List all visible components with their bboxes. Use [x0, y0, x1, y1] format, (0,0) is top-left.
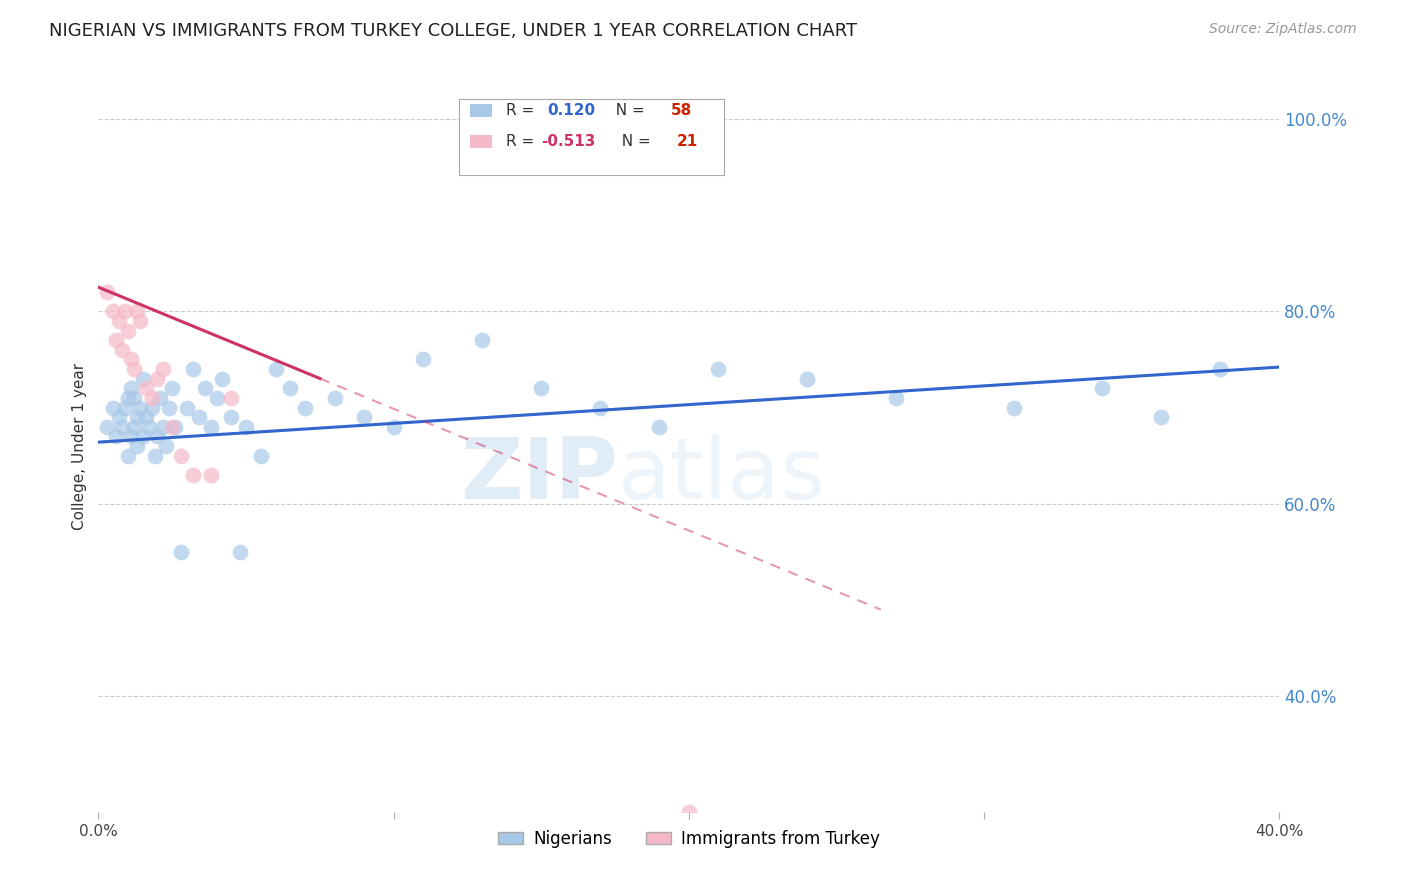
Immigrants from Turkey [111, 343, 134, 357]
Nigerians [187, 410, 209, 425]
Nigerians [152, 419, 174, 434]
Immigrants from Turkey [146, 371, 169, 385]
Nigerians [1209, 362, 1232, 376]
Nigerians [114, 401, 136, 415]
Text: 58: 58 [671, 103, 693, 118]
Immigrants from Turkey [678, 805, 700, 819]
Nigerians [205, 391, 228, 405]
Text: -0.513: -0.513 [541, 134, 596, 149]
Nigerians [648, 419, 671, 434]
Nigerians [229, 545, 252, 559]
Immigrants from Turkey [105, 333, 128, 347]
Nigerians [117, 391, 139, 405]
Nigerians [120, 381, 142, 395]
Nigerians [125, 410, 148, 425]
Immigrants from Turkey [96, 285, 118, 299]
Nigerians [157, 401, 180, 415]
Nigerians [1091, 381, 1114, 395]
Immigrants from Turkey [108, 314, 131, 328]
Nigerians [96, 419, 118, 434]
Nigerians [221, 410, 243, 425]
Immigrants from Turkey [120, 352, 142, 367]
Nigerians [132, 429, 155, 443]
Text: atlas: atlas [619, 434, 827, 516]
Text: 0.120: 0.120 [547, 103, 595, 118]
Immigrants from Turkey [200, 467, 222, 482]
Nigerians [170, 545, 193, 559]
Text: R =: R = [506, 103, 544, 118]
Immigrants from Turkey [125, 304, 148, 318]
Nigerians [149, 391, 172, 405]
Nigerians [412, 352, 434, 367]
Nigerians [530, 381, 553, 395]
Nigerians [128, 401, 150, 415]
Nigerians [323, 391, 346, 405]
Immigrants from Turkey [135, 381, 157, 395]
Nigerians [471, 333, 494, 347]
Nigerians [1150, 410, 1173, 425]
Immigrants from Turkey [152, 362, 174, 376]
Nigerians [235, 419, 257, 434]
Text: NIGERIAN VS IMMIGRANTS FROM TURKEY COLLEGE, UNDER 1 YEAR CORRELATION CHART: NIGERIAN VS IMMIGRANTS FROM TURKEY COLLE… [49, 22, 858, 40]
Text: ZIP: ZIP [460, 434, 619, 516]
Immigrants from Turkey [103, 304, 125, 318]
Immigrants from Turkey [221, 391, 243, 405]
Nigerians [111, 419, 134, 434]
Immigrants from Turkey [170, 449, 193, 463]
Text: 21: 21 [678, 134, 699, 149]
Immigrants from Turkey [117, 324, 139, 338]
Nigerians [176, 401, 198, 415]
Nigerians [884, 391, 907, 405]
Text: Source: ZipAtlas.com: Source: ZipAtlas.com [1209, 22, 1357, 37]
FancyBboxPatch shape [471, 103, 492, 117]
Nigerians [117, 449, 139, 463]
Nigerians [135, 410, 157, 425]
Nigerians [264, 362, 287, 376]
Nigerians [181, 362, 204, 376]
Nigerians [1002, 401, 1025, 415]
Immigrants from Turkey [128, 314, 150, 328]
Nigerians [125, 439, 148, 453]
Immigrants from Turkey [181, 467, 204, 482]
Nigerians [250, 449, 273, 463]
Immigrants from Turkey [114, 304, 136, 318]
Nigerians [108, 410, 131, 425]
Text: R =: R = [506, 134, 538, 149]
Nigerians [132, 371, 155, 385]
Nigerians [165, 419, 187, 434]
Nigerians [211, 371, 233, 385]
Nigerians [155, 439, 177, 453]
Text: N =: N = [606, 103, 650, 118]
Nigerians [353, 410, 375, 425]
Nigerians [103, 401, 125, 415]
Nigerians [707, 362, 730, 376]
Nigerians [796, 371, 818, 385]
Nigerians [122, 391, 145, 405]
FancyBboxPatch shape [458, 99, 724, 176]
FancyBboxPatch shape [471, 135, 492, 148]
Nigerians [382, 419, 405, 434]
Nigerians [200, 419, 222, 434]
Nigerians [120, 429, 142, 443]
Y-axis label: College, Under 1 year: College, Under 1 year [72, 362, 87, 530]
Nigerians [122, 419, 145, 434]
Nigerians [589, 401, 612, 415]
Nigerians [105, 429, 128, 443]
Nigerians [194, 381, 217, 395]
Immigrants from Turkey [162, 419, 183, 434]
Nigerians [141, 401, 163, 415]
Nigerians [294, 401, 316, 415]
Nigerians [143, 449, 166, 463]
Nigerians [146, 429, 169, 443]
Text: N =: N = [612, 134, 655, 149]
Immigrants from Turkey [141, 391, 163, 405]
Nigerians [162, 381, 183, 395]
Nigerians [138, 419, 160, 434]
Legend: Nigerians, Immigrants from Turkey: Nigerians, Immigrants from Turkey [492, 823, 886, 855]
Nigerians [280, 381, 302, 395]
Immigrants from Turkey [122, 362, 145, 376]
